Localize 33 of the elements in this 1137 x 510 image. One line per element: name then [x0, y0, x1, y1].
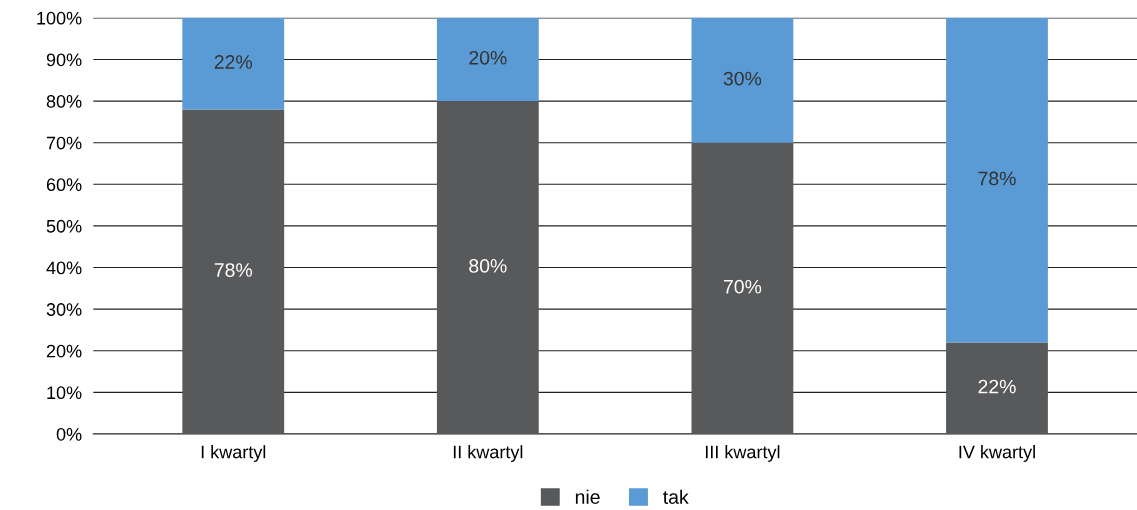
data-label: 80%: [469, 259, 507, 273]
y-tick-label: 90%: [46, 53, 82, 67]
data-label: 30%: [723, 71, 762, 86]
data-label: 78%: [214, 263, 253, 277]
data-label: 22%: [978, 379, 1016, 394]
y-tick-label: 30%: [46, 303, 82, 316]
data-label: 70%: [723, 279, 762, 294]
legend-label: nie: [575, 489, 600, 504]
y-tick-label: 10%: [47, 386, 82, 400]
bar: [182, 109, 285, 435]
bar: [691, 17, 794, 143]
y-tick-label: 40%: [46, 261, 82, 275]
bar: [946, 17, 1048, 343]
data-label: 22%: [214, 55, 253, 69]
x-tick-label: IV kwartyl: [959, 445, 1035, 462]
bar: [182, 17, 285, 110]
bar: [436, 101, 539, 435]
y-tick-label: 0%: [56, 427, 82, 441]
x-tick-label: I kwartyl: [201, 445, 266, 462]
y-tick-label: 80%: [46, 95, 82, 108]
y-tick-label: 60%: [46, 178, 82, 192]
y-tick-label: 20%: [46, 344, 82, 358]
y-tick-label: 50%: [46, 219, 82, 233]
bar: [946, 342, 1048, 435]
legend-label: tak: [663, 489, 689, 504]
bar: [691, 142, 794, 435]
x-tick-label: III kwartyl: [705, 445, 780, 462]
y-tick-label: 70%: [46, 136, 82, 150]
y-tick-label: 100%: [37, 11, 82, 25]
bar: [436, 17, 539, 102]
x-tick-label: II kwartyl: [453, 445, 523, 462]
data-label: 78%: [978, 171, 1016, 186]
data-label: 20%: [469, 50, 507, 65]
